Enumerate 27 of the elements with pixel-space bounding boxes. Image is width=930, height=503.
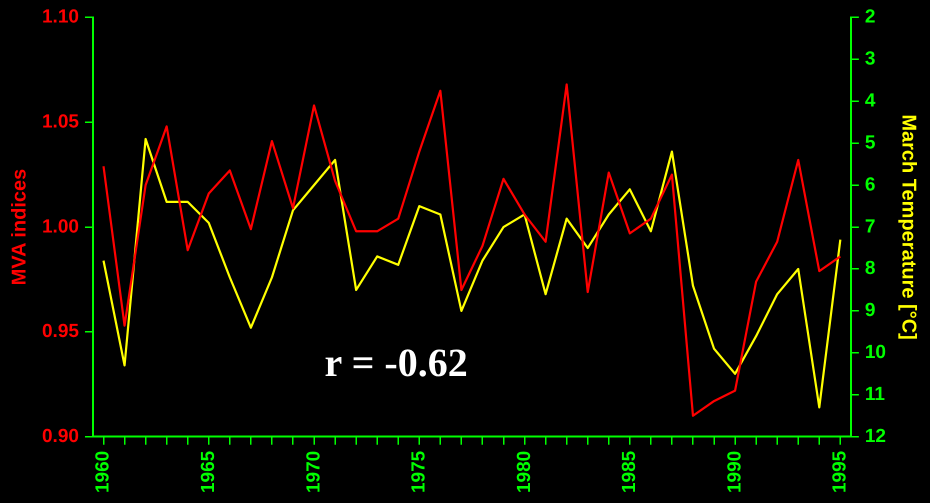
x-tick-label: 1965 bbox=[198, 450, 219, 494]
y2-axis-title: March Temperature [°C] bbox=[897, 114, 920, 340]
y2-tick-label: 7 bbox=[864, 216, 876, 238]
y2-tick-label: 9 bbox=[864, 300, 876, 322]
y-axis-title: MVA indices bbox=[8, 168, 31, 286]
y2-tick-label: 10 bbox=[864, 342, 886, 364]
y2-tick-label: 2 bbox=[864, 6, 876, 28]
x-tick-label: 1975 bbox=[408, 450, 430, 494]
y2-tick-label: 4 bbox=[864, 90, 876, 112]
y2-tick-label: 11 bbox=[864, 384, 886, 406]
x-tick-label: 1990 bbox=[724, 450, 746, 494]
x-tick-label: 1960 bbox=[92, 450, 114, 494]
annotation: r = -0.62 bbox=[324, 340, 468, 385]
y2-tick-label: 8 bbox=[864, 258, 876, 280]
x-tick-label: 1995 bbox=[830, 450, 851, 494]
x-tick-label: 1980 bbox=[514, 450, 535, 494]
y-tick-label: 1.00 bbox=[42, 216, 79, 238]
y2-tick-label: 6 bbox=[864, 174, 876, 196]
y-tick-label: 0.90 bbox=[42, 426, 79, 447]
y-tick-label: 1.05 bbox=[42, 111, 80, 132]
y2-tick-label: 5 bbox=[864, 132, 876, 154]
y-tick-label: 0.95 bbox=[42, 321, 80, 342]
x-tick-label: 1970 bbox=[303, 450, 324, 494]
y2-tick-label: 3 bbox=[864, 48, 876, 70]
y2-tick-label: 12 bbox=[864, 426, 886, 447]
y-tick-label: 1.10 bbox=[42, 6, 79, 28]
x-tick-label: 1985 bbox=[619, 450, 640, 494]
